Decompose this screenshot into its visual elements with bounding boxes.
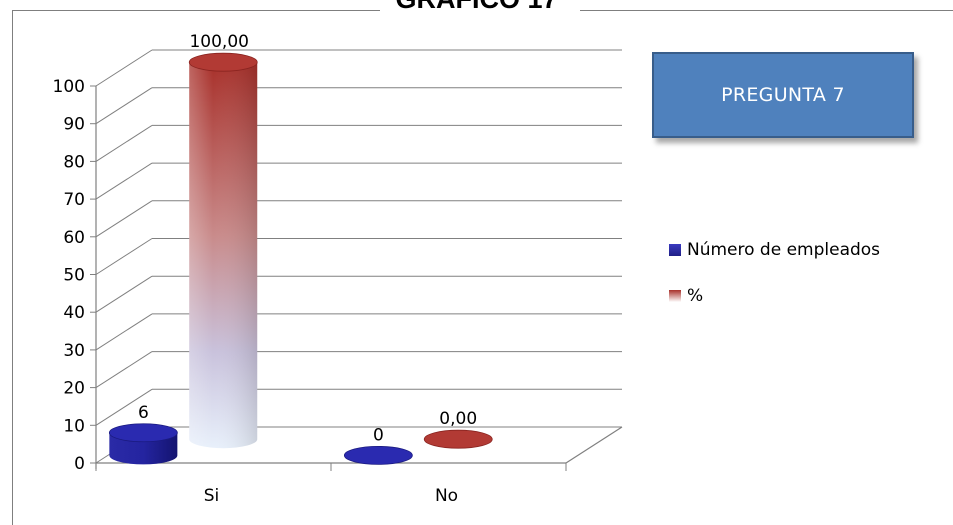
gridline-side-90 — [95, 87, 153, 125]
y-tick-label-100: 100 — [53, 77, 85, 97]
gridline-side-70 — [95, 162, 153, 200]
bars — [108, 52, 493, 465]
y-tick-label-40: 40 — [63, 303, 85, 323]
y-tick-label-10: 10 — [63, 416, 85, 436]
gridline-side-30 — [95, 313, 153, 351]
legend-item-employees: Número de empleados — [669, 240, 880, 260]
data-label-percent-no: 0,00 — [439, 409, 477, 429]
gridline-side-40 — [95, 275, 153, 313]
gridline-side-100 — [95, 49, 153, 87]
legend-swatch-employees — [669, 244, 681, 256]
y-tick-label-70: 70 — [63, 190, 85, 210]
gridline-side-80 — [95, 124, 153, 162]
x-tick-label-si: Si — [204, 486, 220, 506]
data-label-employees-no: 0 — [373, 425, 384, 445]
legend-label-employees: Número de empleados — [687, 240, 881, 260]
data-label-percent-si: 100,00 — [189, 32, 248, 52]
gridline-side-20 — [95, 351, 153, 389]
x-tick-label-no: No — [435, 486, 458, 506]
legend-label-percent: % — [687, 286, 704, 306]
y-tick-label-90: 90 — [63, 115, 85, 135]
page-title: GRAFICO 17 — [0, 0, 953, 14]
gridline-side-10 — [95, 388, 153, 426]
bar-shade-percent-si — [189, 62, 258, 449]
y-tick-label-80: 80 — [63, 152, 85, 172]
grid — [95, 49, 622, 464]
y-tick-label-0: 0 — [74, 454, 85, 474]
gridline-side-60 — [95, 200, 153, 238]
bar-top-percent-no — [423, 429, 493, 449]
y-tick-label-30: 30 — [63, 341, 85, 361]
bar-top-employees-no — [343, 445, 413, 465]
y-tick-label-60: 60 — [63, 228, 85, 248]
title-mask — [380, 0, 580, 14]
data-label-employees-si: 6 — [138, 403, 149, 423]
floor-right-edge — [565, 426, 623, 464]
y-tick-label-20: 20 — [63, 379, 85, 399]
axes — [90, 85, 623, 471]
bar-top-employees-si — [108, 423, 178, 443]
gridline-side-50 — [95, 238, 153, 275]
legend-item-percent: % — [669, 286, 703, 306]
labels: 0 10 20 30 40 50 60 70 80 90 100 Si No 6 100,00 0 0,00 — [53, 32, 478, 506]
legend-swatch-percent — [669, 290, 681, 302]
y-tick-label-50: 50 — [63, 266, 85, 286]
question-box: PREGUNTA 7 — [652, 52, 914, 138]
bar-top-percent-si — [188, 52, 258, 72]
